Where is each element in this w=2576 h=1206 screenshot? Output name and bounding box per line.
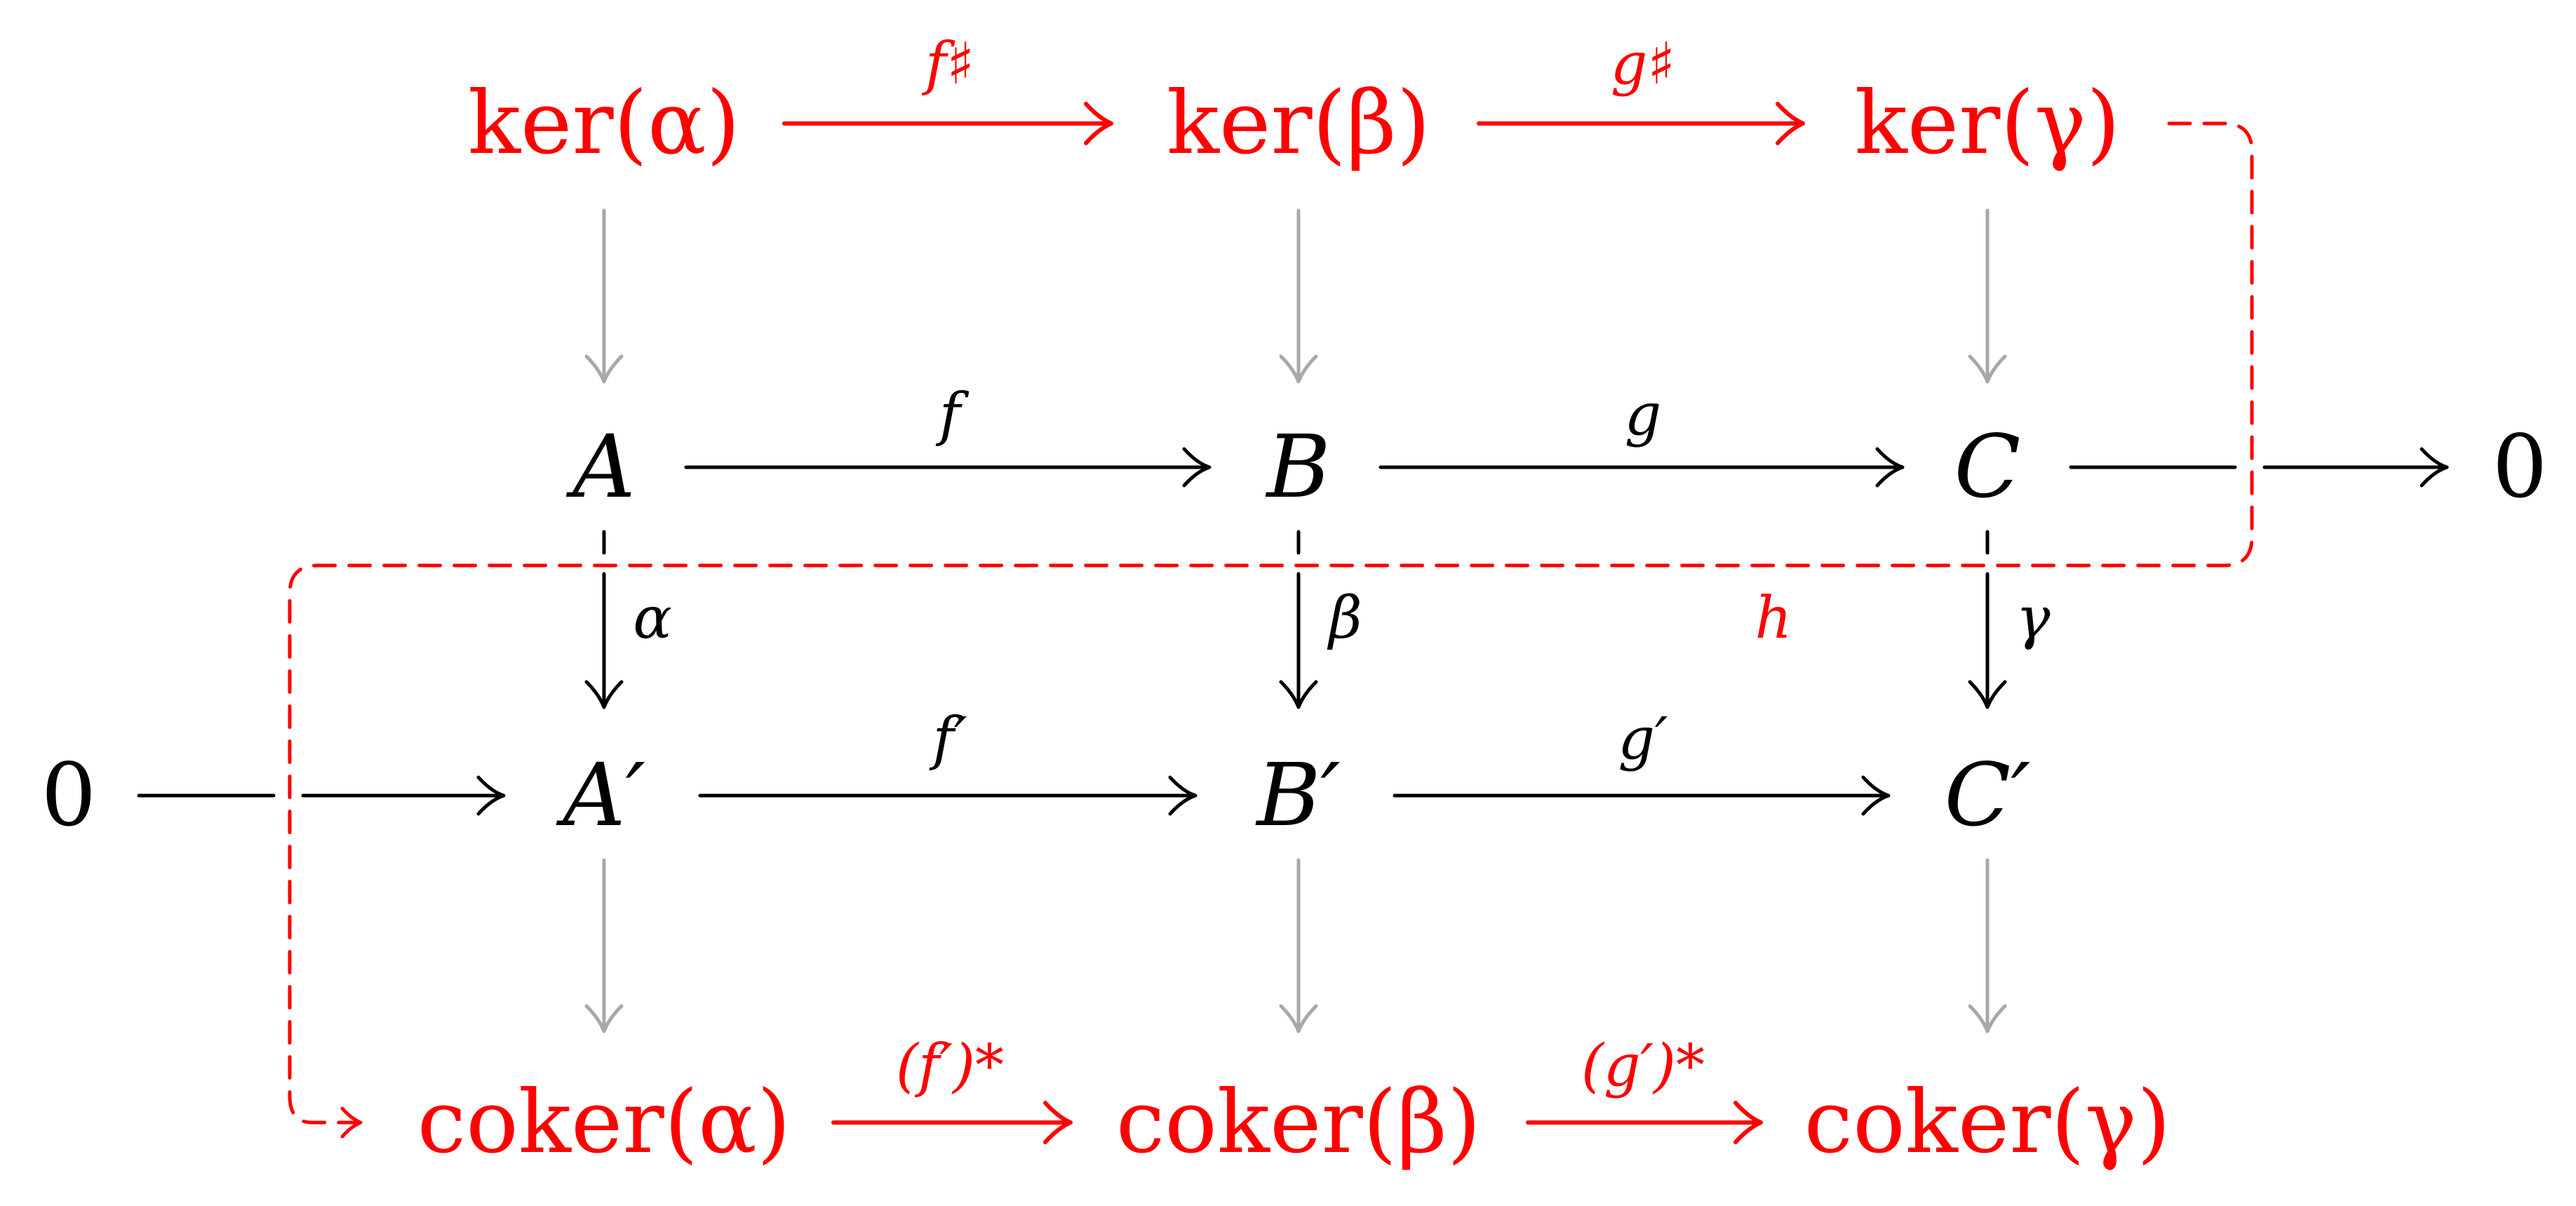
node-a: A (572, 417, 636, 518)
node-a-prime: A′ (563, 745, 645, 846)
arrow-alpha (584, 530, 624, 709)
node-coker-gamma: coker(γ) (1804, 1072, 2171, 1173)
node-ker-alpha: ker(α) (467, 73, 741, 174)
arrow-g-sharp (1477, 102, 1805, 145)
label-f: f (939, 382, 961, 448)
arrow-f-prime (698, 775, 1198, 816)
arrow-connecting-h (288, 121, 2254, 1125)
node-zero-right: 0 (2492, 417, 2548, 518)
arrow-proj-coker-gamma (1968, 858, 2007, 1033)
label-g-prime: g′ (1618, 706, 1668, 772)
arrow-beta (1279, 530, 1318, 709)
node-coker-beta: coker(β) (1115, 1072, 1482, 1173)
node-coker-alpha: coker(α) (417, 1072, 791, 1173)
label-h: h (1755, 585, 1792, 652)
label-f-prime: f′ (932, 706, 967, 772)
arrow-f-sharp (782, 102, 1113, 145)
arrow-proj-coker-beta (1279, 858, 1318, 1033)
label-f-prime-star: (f′)* (896, 1033, 1004, 1099)
label-gamma: γ (2015, 585, 2051, 652)
arrow-gamma (1968, 530, 2007, 709)
label-g: g (1624, 382, 1662, 448)
node-zero-left: 0 (41, 745, 97, 846)
arrow-g-prime-star (1526, 1101, 1763, 1144)
arrow-incl-ker-gamma (1968, 208, 2007, 384)
label-f-sharp: f♯ (925, 31, 975, 98)
label-alpha: α (633, 585, 672, 652)
arrow-c-to-zero (2069, 447, 2449, 488)
label-g-prime-star: (g′)* (1581, 1033, 1705, 1099)
node-c-prime: C′ (1944, 745, 2031, 846)
arrow-zero-to-a-prime (137, 775, 506, 816)
arrow-f (684, 447, 1212, 488)
arrow-proj-coker-alpha (584, 858, 624, 1033)
node-ker-gamma: ker(γ) (1854, 73, 2121, 174)
label-g-sharp: g♯ (1610, 31, 1676, 98)
node-b-prime: B′ (1256, 745, 1341, 846)
node-b: B (1266, 417, 1331, 518)
arrow-f-prime-star (831, 1101, 1073, 1144)
arrow-incl-ker-beta (1279, 208, 1318, 384)
node-c: C (1954, 417, 2021, 518)
label-beta: β (1329, 585, 1362, 652)
arrow-g-prime (1393, 775, 1891, 816)
arrow-connecting-h-head (340, 1106, 363, 1139)
arrow-g (1378, 447, 1905, 488)
node-ker-beta: ker(β) (1166, 73, 1431, 174)
arrow-incl-ker-alpha (584, 208, 624, 384)
